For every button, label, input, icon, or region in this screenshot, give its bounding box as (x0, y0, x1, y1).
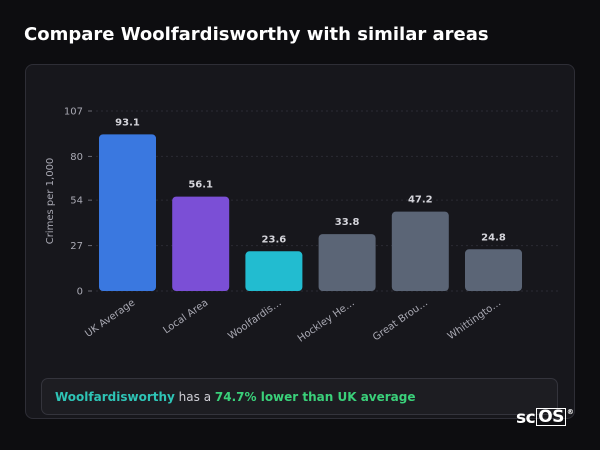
y-tick-label: 80 (70, 152, 83, 163)
bar (172, 196, 230, 291)
bar (245, 251, 303, 291)
brand-logo-sc: sc (516, 408, 536, 428)
y-tick-label: 107 (64, 107, 83, 118)
callout-comparison: 74.7% lower than UK average (214, 389, 416, 404)
bar (391, 211, 449, 291)
x-tick-label: Hockley He… (296, 297, 357, 344)
data-label: 33.8 (335, 217, 360, 228)
y-axis-label: Crimes per 1,000 (45, 158, 56, 245)
y-tick-label: 27 (70, 241, 83, 252)
data-label: 23.6 (262, 234, 287, 245)
callout-area-name: Woolfardisworthy (55, 389, 175, 404)
x-tick-label: Local Area (161, 297, 210, 336)
bar (99, 134, 156, 291)
brand-logo-os: OS (536, 407, 566, 427)
data-label: 93.1 (115, 117, 140, 128)
brand-logo: sc OS ® (516, 407, 574, 428)
bar (318, 234, 376, 291)
y-tick-label: 54 (70, 196, 83, 207)
page-title: Compare Woolfardisworthy with similar ar… (24, 24, 489, 45)
data-label: 24.8 (481, 232, 506, 243)
callout-text: has a (178, 389, 212, 404)
x-tick-label: Great Brou… (371, 297, 430, 343)
x-tick-label: Woolfardis… (226, 297, 283, 342)
x-tick-label: Whittingto… (446, 297, 503, 342)
x-tick-label: UK Average (83, 297, 137, 339)
data-label: 47.2 (408, 195, 433, 206)
brand-logo-mark: ® (566, 408, 574, 416)
bar (465, 249, 522, 291)
y-tick-label: 0 (77, 287, 83, 298)
comparison-callout: Woolfardisworthy has a 74.7% lower than … (41, 378, 558, 415)
data-label: 56.1 (188, 180, 213, 191)
